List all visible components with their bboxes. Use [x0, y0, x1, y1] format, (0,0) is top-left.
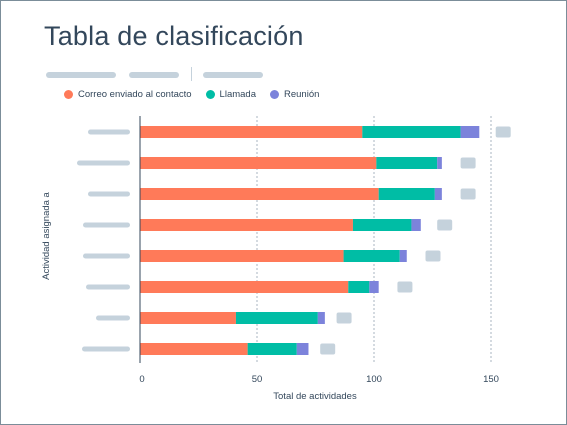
- filter-placeholder-1[interactable]: [46, 72, 116, 78]
- bar-segment-email[interactable]: [140, 126, 363, 138]
- bar-segment-email[interactable]: [140, 312, 236, 324]
- y-category-label-placeholder: [83, 222, 130, 228]
- filter-placeholder-3[interactable]: [203, 72, 263, 78]
- y-category-label-placeholder: [88, 129, 130, 135]
- bar-segment-call[interactable]: [362, 126, 461, 138]
- x-axis-title: Total de actividades: [273, 391, 357, 402]
- bar-segment-call[interactable]: [235, 312, 318, 324]
- x-tick-label: 0: [139, 374, 144, 385]
- bar-segment-email[interactable]: [140, 219, 353, 231]
- y-category-label-placeholder: [88, 191, 130, 197]
- chart-title: Tabla de clasificación: [44, 21, 304, 51]
- bar-total-label-placeholder: [397, 281, 413, 293]
- bar-segment-meeting[interactable]: [296, 343, 309, 355]
- legend-item-call[interactable]: Llamada: [205, 89, 256, 100]
- bar-segment-call[interactable]: [378, 188, 435, 200]
- y-axis-title: Actividad asignada a: [41, 191, 52, 279]
- legend-item-meeting[interactable]: Reunión: [270, 89, 319, 100]
- y-category-label-placeholder: [86, 284, 130, 290]
- bar-segment-email[interactable]: [140, 250, 344, 262]
- legend-swatch-call: [205, 90, 215, 99]
- y-category-label-placeholder: [83, 253, 130, 259]
- bar-total-label-placeholder: [320, 343, 336, 355]
- legend-swatch-email: [64, 90, 73, 99]
- bar-segment-call[interactable]: [247, 343, 297, 355]
- bar-segment-meeting[interactable]: [460, 126, 480, 138]
- bar-segment-email[interactable]: [140, 188, 379, 200]
- filter-separator: [191, 67, 192, 81]
- bar-segment-email[interactable]: [140, 281, 349, 293]
- bar-total-label-placeholder: [460, 188, 476, 200]
- bar-segment-email[interactable]: [140, 343, 248, 355]
- bar-segment-call[interactable]: [376, 157, 438, 169]
- bar-segment-meeting[interactable]: [411, 219, 421, 231]
- y-category-label-placeholder: [82, 346, 130, 352]
- x-tick-label: 150: [483, 374, 499, 385]
- bar-total-label-placeholder: [425, 250, 441, 262]
- bar-segment-meeting[interactable]: [369, 281, 379, 293]
- x-tick-label: 100: [366, 374, 382, 385]
- bar-segment-meeting[interactable]: [434, 188, 442, 200]
- legend-label-meeting: Reunión: [284, 89, 320, 100]
- legend-item-email[interactable]: Correo enviado al contacto: [64, 89, 192, 100]
- bar-segment-call[interactable]: [352, 219, 412, 231]
- bar-segment-meeting[interactable]: [399, 250, 407, 262]
- bar-segment-meeting[interactable]: [317, 312, 325, 324]
- legend-label-call: Llamada: [219, 89, 256, 100]
- bar-segment-call[interactable]: [348, 281, 370, 293]
- y-category-label-placeholder: [77, 160, 130, 166]
- bar-total-label-placeholder: [460, 157, 476, 169]
- bar-segment-call[interactable]: [343, 250, 400, 262]
- bar-total-label-placeholder: [437, 219, 453, 231]
- chart-legend: Correo enviado al contacto Llamada Reuni…: [64, 89, 319, 100]
- bar-total-label-placeholder: [495, 126, 511, 138]
- legend-label-email: Correo enviado al contacto: [78, 89, 192, 100]
- y-category-label-placeholder: [96, 315, 130, 321]
- bar-total-label-placeholder: [336, 312, 352, 324]
- filter-placeholder-2[interactable]: [129, 72, 179, 78]
- bar-segment-email[interactable]: [140, 157, 377, 169]
- legend-swatch-meeting: [270, 90, 279, 99]
- bar-segment-meeting[interactable]: [437, 157, 442, 169]
- x-tick-label: 50: [252, 374, 263, 385]
